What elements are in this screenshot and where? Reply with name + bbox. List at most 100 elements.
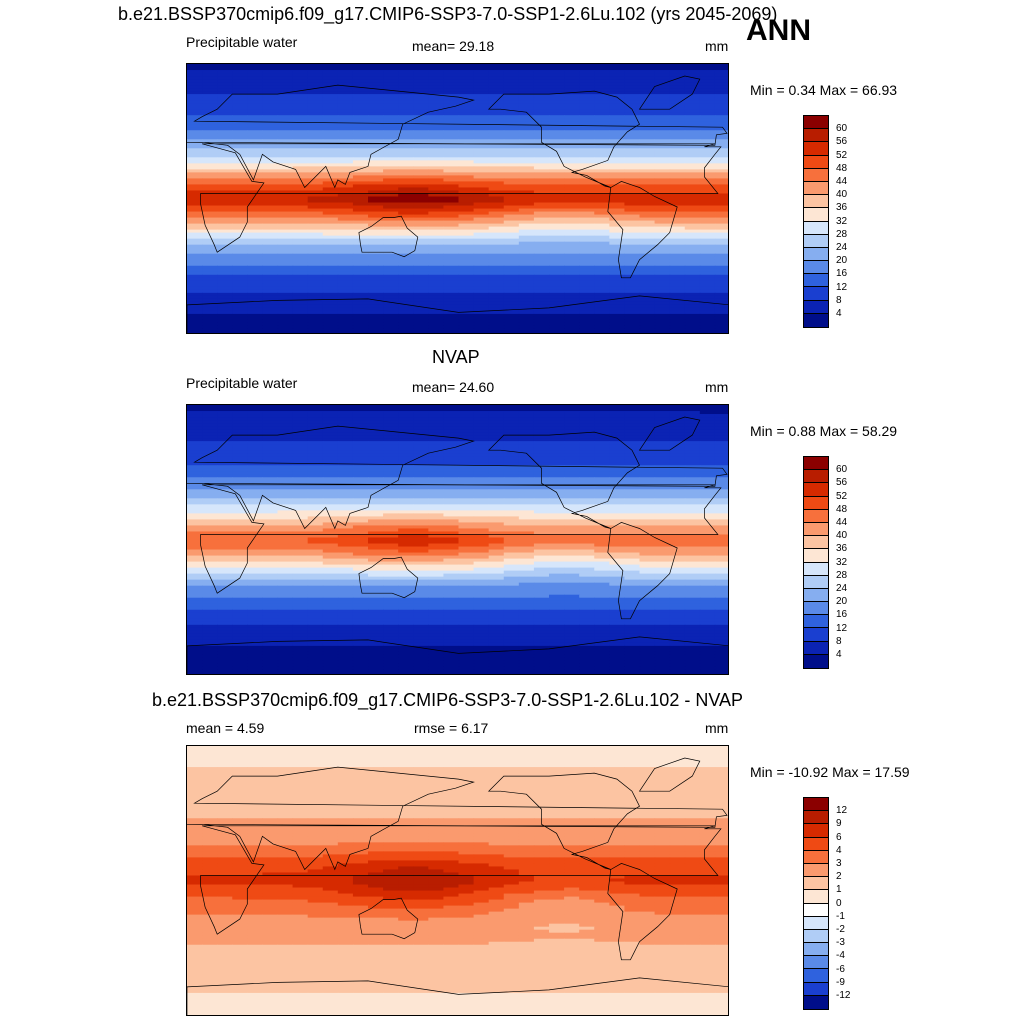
field-cell bbox=[187, 211, 203, 216]
field-cell bbox=[368, 100, 384, 104]
field-cell bbox=[307, 507, 324, 511]
field-cell bbox=[217, 91, 233, 95]
field-cell bbox=[458, 241, 475, 246]
field-cell bbox=[654, 274, 671, 279]
field-cell bbox=[594, 528, 610, 533]
field-cell bbox=[187, 414, 203, 418]
field-cell bbox=[322, 328, 339, 333]
field-cell bbox=[352, 148, 369, 152]
field-cell bbox=[639, 328, 656, 333]
field-cell bbox=[473, 277, 490, 282]
field-cell bbox=[247, 259, 264, 264]
field-cell bbox=[518, 313, 535, 318]
field-cell bbox=[428, 175, 445, 180]
field-cell bbox=[307, 492, 324, 496]
field-cell bbox=[352, 534, 369, 539]
field-cell bbox=[383, 127, 399, 131]
field-cell bbox=[609, 459, 626, 463]
field-cell bbox=[518, 408, 535, 412]
field-cell bbox=[292, 307, 309, 312]
field-cell bbox=[368, 525, 384, 530]
field-cell bbox=[443, 522, 460, 527]
field-cell bbox=[699, 172, 716, 177]
field-cell bbox=[684, 310, 701, 315]
field-cell bbox=[533, 543, 550, 548]
field-cell bbox=[639, 313, 656, 318]
field-cell bbox=[458, 211, 475, 216]
field-cell bbox=[383, 501, 399, 505]
field-cell bbox=[413, 175, 429, 180]
field-cell bbox=[518, 193, 535, 198]
field-cell bbox=[337, 456, 354, 460]
field-cell bbox=[352, 325, 369, 330]
field-cell bbox=[262, 462, 279, 466]
field-cell bbox=[232, 417, 248, 421]
field-cell bbox=[624, 76, 641, 80]
field-cell bbox=[232, 429, 248, 433]
colorbar-tick-label: 24 bbox=[836, 242, 848, 253]
field-cell bbox=[277, 301, 294, 306]
field-cell bbox=[398, 459, 414, 463]
field-cell bbox=[307, 498, 324, 502]
field-cell bbox=[443, 202, 460, 207]
field-cell bbox=[549, 265, 565, 270]
field-cell bbox=[413, 489, 429, 493]
field-cell bbox=[654, 292, 671, 297]
field-cell bbox=[714, 483, 728, 487]
field-cell bbox=[383, 274, 399, 279]
field-cell bbox=[503, 492, 520, 496]
field-cell bbox=[699, 244, 716, 249]
field-cell bbox=[669, 106, 686, 110]
field-cell bbox=[594, 163, 610, 167]
field-cell bbox=[202, 154, 218, 158]
field-cell bbox=[262, 274, 279, 279]
field-cell bbox=[488, 501, 505, 505]
field-cell bbox=[398, 507, 414, 511]
field-cell bbox=[262, 244, 279, 249]
field-cell bbox=[398, 504, 414, 508]
field-cell bbox=[654, 441, 671, 445]
field-cell bbox=[413, 127, 429, 131]
field-cell bbox=[217, 226, 233, 231]
field-cell bbox=[443, 184, 460, 189]
field-cell bbox=[458, 124, 475, 128]
field-cell bbox=[714, 142, 728, 146]
field-cell bbox=[684, 64, 701, 68]
field-cell bbox=[488, 97, 505, 101]
field-cell bbox=[549, 516, 565, 521]
field-cell bbox=[654, 271, 671, 276]
field-cell bbox=[277, 85, 294, 89]
field-cell bbox=[202, 220, 218, 225]
field-cell bbox=[292, 456, 309, 460]
field-cell bbox=[669, 319, 686, 324]
field-cell bbox=[564, 115, 580, 119]
field-cell bbox=[307, 148, 324, 152]
field-cell bbox=[458, 322, 475, 327]
field-cell bbox=[428, 486, 445, 490]
field-cell bbox=[654, 115, 671, 119]
field-cell bbox=[277, 109, 294, 113]
field-cell bbox=[443, 322, 460, 327]
field-cell bbox=[443, 316, 460, 321]
field-cell bbox=[368, 157, 384, 161]
field-cell bbox=[533, 283, 550, 288]
field-cell bbox=[322, 163, 339, 167]
field-cell bbox=[202, 250, 218, 255]
field-cell bbox=[699, 513, 716, 518]
field-cell bbox=[413, 241, 429, 246]
field-cell bbox=[654, 250, 671, 255]
colorbar-tick-label: 52 bbox=[836, 149, 848, 161]
field-cell bbox=[352, 516, 369, 521]
field-cell bbox=[383, 235, 399, 240]
field-cell bbox=[383, 528, 399, 533]
field-cell bbox=[549, 438, 565, 442]
field-cell bbox=[503, 160, 520, 164]
field-cell bbox=[714, 486, 728, 490]
field-cell bbox=[368, 286, 384, 291]
field-cell bbox=[714, 423, 728, 427]
field-cell bbox=[579, 247, 595, 252]
field-cell bbox=[232, 226, 248, 231]
colorbar-tick-label: 4 bbox=[836, 308, 842, 319]
field-cell bbox=[699, 447, 716, 451]
field-cell bbox=[217, 181, 233, 186]
